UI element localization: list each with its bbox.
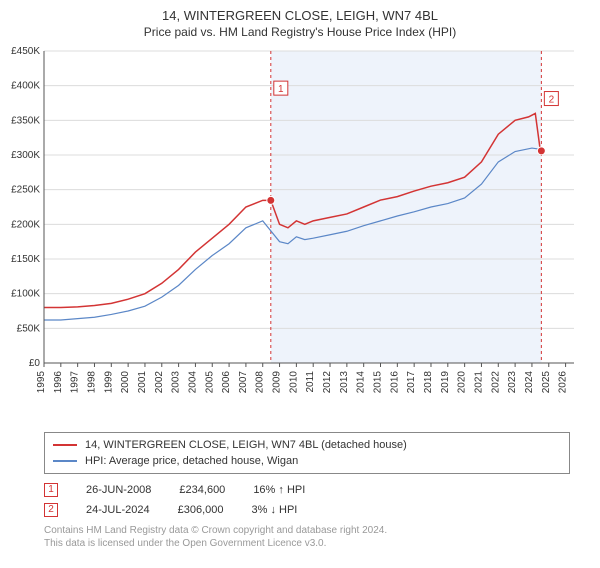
- svg-text:£250K: £250K: [11, 185, 40, 196]
- svg-text:2017: 2017: [406, 371, 417, 394]
- footer: Contains HM Land Registry data © Crown c…: [44, 524, 570, 550]
- transaction-delta-2: 3% ↓ HPI: [251, 500, 297, 520]
- svg-text:2022: 2022: [490, 371, 501, 394]
- transaction-row-1: 1 26-JUN-2008 £234,600 16% ↑ HPI: [44, 480, 570, 500]
- svg-text:2014: 2014: [356, 371, 367, 394]
- svg-text:£400K: £400K: [11, 81, 40, 92]
- svg-text:2006: 2006: [221, 371, 232, 394]
- svg-text:£200K: £200K: [11, 219, 40, 230]
- svg-text:2013: 2013: [339, 371, 350, 394]
- transaction-date-1: 26-JUN-2008: [86, 480, 151, 500]
- transaction-marker-2: 2: [44, 503, 58, 517]
- svg-text:2018: 2018: [423, 371, 434, 394]
- svg-text:2002: 2002: [154, 371, 165, 394]
- svg-text:2000: 2000: [120, 371, 131, 394]
- svg-text:2009: 2009: [272, 371, 283, 394]
- svg-text:1999: 1999: [103, 371, 114, 394]
- footer-line-1: Contains HM Land Registry data © Crown c…: [44, 524, 570, 537]
- transaction-table: 1 26-JUN-2008 £234,600 16% ↑ HPI 2 24-JU…: [44, 480, 570, 520]
- svg-text:2021: 2021: [473, 371, 484, 394]
- svg-text:2025: 2025: [541, 371, 552, 394]
- svg-text:£300K: £300K: [11, 150, 40, 161]
- page-title: 14, WINTERGREEN CLOSE, LEIGH, WN7 4BL: [0, 8, 600, 23]
- transaction-marker-1: 1: [44, 483, 58, 497]
- svg-text:2003: 2003: [171, 371, 182, 394]
- legend-swatch-1: [53, 444, 77, 446]
- svg-text:1996: 1996: [53, 371, 64, 394]
- svg-text:1998: 1998: [86, 371, 97, 394]
- svg-text:£450K: £450K: [11, 46, 40, 57]
- svg-text:£150K: £150K: [11, 254, 40, 265]
- legend-label-1: 14, WINTERGREEN CLOSE, LEIGH, WN7 4BL (d…: [85, 437, 407, 453]
- svg-text:£0: £0: [29, 358, 41, 369]
- svg-text:2012: 2012: [322, 371, 333, 394]
- svg-text:2016: 2016: [389, 371, 400, 394]
- svg-text:2023: 2023: [507, 371, 518, 394]
- transaction-price-2: £306,000: [178, 500, 224, 520]
- page-subtitle: Price paid vs. HM Land Registry's House …: [0, 25, 600, 39]
- svg-text:2015: 2015: [373, 371, 384, 394]
- svg-text:2019: 2019: [440, 371, 451, 394]
- legend-row-2: HPI: Average price, detached house, Wiga…: [53, 453, 561, 469]
- svg-text:2: 2: [549, 95, 555, 106]
- transaction-price-1: £234,600: [179, 480, 225, 500]
- svg-text:2005: 2005: [204, 371, 215, 394]
- transaction-delta-1: 16% ↑ HPI: [253, 480, 305, 500]
- svg-text:2026: 2026: [558, 371, 569, 394]
- svg-text:2008: 2008: [255, 371, 266, 394]
- svg-text:£350K: £350K: [11, 115, 40, 126]
- svg-text:£100K: £100K: [11, 289, 40, 300]
- footer-line-2: This data is licensed under the Open Gov…: [44, 537, 570, 550]
- svg-text:2010: 2010: [288, 371, 299, 394]
- svg-text:1995: 1995: [36, 371, 47, 394]
- svg-text:2001: 2001: [137, 371, 148, 394]
- transaction-date-2: 24-JUL-2024: [86, 500, 150, 520]
- price-chart: £0 £50K £100K £150K £200K £250K £300K £350K £400…: [0, 45, 600, 425]
- svg-text:2011: 2011: [305, 371, 316, 393]
- svg-text:£50K: £50K: [17, 323, 41, 334]
- svg-text:2020: 2020: [457, 371, 468, 394]
- legend: 14, WINTERGREEN CLOSE, LEIGH, WN7 4BL (d…: [44, 432, 570, 474]
- svg-text:2004: 2004: [187, 371, 198, 394]
- svg-text:2007: 2007: [238, 371, 249, 394]
- legend-swatch-2: [53, 460, 77, 462]
- svg-text:2024: 2024: [524, 371, 535, 394]
- transaction-row-2: 2 24-JUL-2024 £306,000 3% ↓ HPI: [44, 500, 570, 520]
- legend-row-1: 14, WINTERGREEN CLOSE, LEIGH, WN7 4BL (d…: [53, 437, 561, 453]
- legend-label-2: HPI: Average price, detached house, Wiga…: [85, 453, 298, 469]
- svg-text:1: 1: [278, 84, 284, 95]
- svg-text:1997: 1997: [70, 371, 81, 394]
